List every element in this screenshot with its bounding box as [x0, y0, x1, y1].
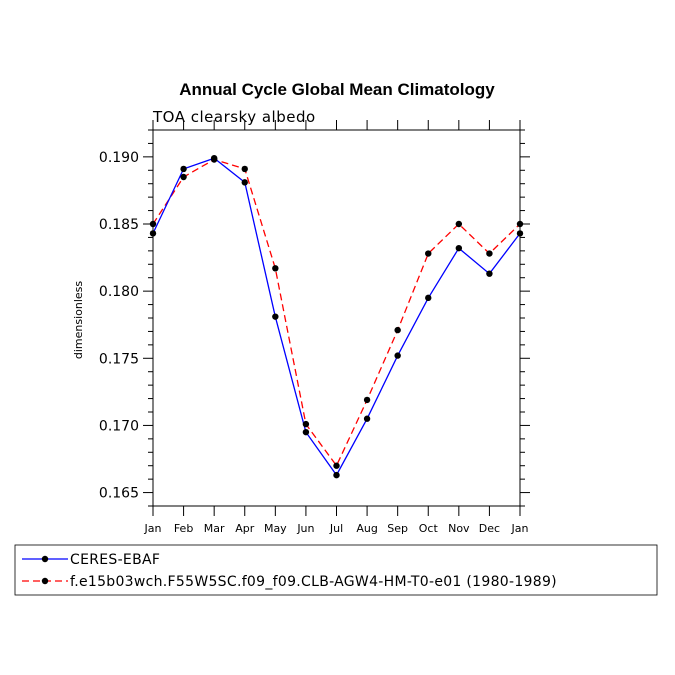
axes: 0.165 0.170 0.175 0.180 0.185 0.190 Jan Feb Mar A…	[99, 120, 530, 535]
chart-title: Annual Cycle Global Mean Climatology	[179, 80, 495, 99]
plot-area	[152, 129, 521, 507]
data-point	[516, 230, 524, 237]
legend-label: CERES-EBAF	[70, 552, 160, 568]
y-tick-label: 0.190	[99, 150, 139, 166]
y-axis-label: dimensionless	[72, 281, 85, 360]
data-point	[302, 428, 310, 436]
data-point	[486, 250, 493, 257]
x-tick-label: Feb	[174, 522, 193, 535]
data-point	[272, 265, 279, 272]
x-tick-label: Jan	[144, 522, 162, 535]
data-point	[210, 156, 218, 163]
data-point	[516, 220, 524, 228]
y-tick-label: 0.165	[99, 486, 139, 502]
data-point	[180, 165, 187, 173]
data-point	[241, 165, 248, 173]
data-point	[363, 396, 371, 404]
data-point	[333, 462, 340, 469]
data-point	[425, 294, 432, 302]
series-group	[149, 155, 524, 479]
chart-subtitle: TOA clearsky albedo	[152, 108, 316, 126]
legend: CERES-EBAF f.e15b03wch.F55W5SC.f09_f09.CL…	[14, 544, 658, 596]
data-point	[455, 244, 463, 252]
data-point	[272, 313, 279, 320]
data-point	[394, 352, 401, 359]
legend-marker	[41, 555, 49, 563]
data-point	[425, 250, 432, 257]
data-point	[241, 179, 248, 186]
y-tick-label: 0.175	[99, 351, 139, 367]
legend-box	[14, 544, 658, 596]
data-point	[363, 415, 371, 422]
legend-label: f.e15b03wch.F55W5SC.f09_f09.CLB-AGW4-HM-…	[70, 574, 557, 590]
x-tick-label: Aug	[356, 522, 377, 535]
x-tick-label: Jul	[329, 522, 343, 535]
x-tick-label: Jan	[511, 522, 529, 535]
x-tick-label: Sep	[387, 522, 408, 535]
x-tick-label: Mar	[204, 522, 225, 535]
data-point	[486, 270, 493, 277]
x-tick-label: Apr	[235, 522, 255, 535]
x-tick-label: Nov	[448, 522, 470, 535]
data-point	[149, 230, 157, 237]
data-point	[302, 420, 310, 428]
x-tick-label: Jun	[296, 522, 314, 535]
data-point	[180, 173, 187, 181]
x-tick-label: May	[264, 522, 287, 535]
x-tick-label: Dec	[479, 522, 500, 535]
y-tick-label: 0.185	[99, 217, 139, 233]
data-point	[394, 326, 401, 334]
data-point	[149, 220, 157, 228]
y-tick-label: 0.170	[99, 418, 139, 434]
legend-marker	[41, 577, 49, 585]
x-tick-label: Oct	[419, 522, 439, 535]
data-point	[333, 471, 340, 479]
y-tick-label: 0.180	[99, 284, 139, 300]
series-line	[152, 157, 521, 477]
data-point	[455, 220, 463, 228]
series-line	[152, 158, 521, 467]
